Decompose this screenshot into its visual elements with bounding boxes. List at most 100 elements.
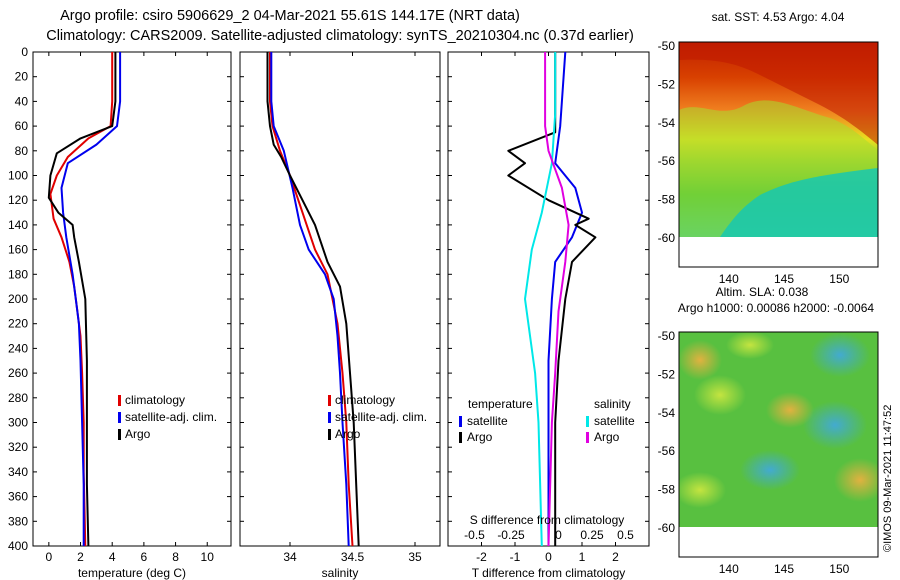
map-axes-sla_map: -50 -52 -54 -56 -58 -60 140 145 150 Altim. SLA: 0…: [658, 285, 875, 576]
series-line-2: [47, 52, 117, 547]
sst-nodata: [679, 237, 878, 267]
y-tick-label: 160: [8, 243, 28, 257]
sla-anomaly: [726, 332, 774, 359]
x2-tick-label: 0.25: [580, 528, 604, 542]
y-tick-label: -60: [658, 231, 676, 245]
y-tick-label: 20: [15, 70, 29, 84]
y-tick-label: -54: [658, 406, 676, 420]
y-tick-label: 100: [8, 169, 28, 183]
legend-label: Argo: [467, 430, 493, 444]
legend-swatch: [459, 416, 462, 427]
plot-frame: [32, 51, 232, 547]
x2-tick-label: 0: [555, 528, 562, 542]
x-tick-label: 140: [719, 272, 739, 286]
y-tick-label: -60: [658, 521, 676, 535]
legend-label: Argo: [335, 427, 361, 441]
legend-label: satellite-adj. clim.: [335, 410, 427, 424]
legend-swatch: [328, 412, 331, 423]
sla-anomaly: [679, 472, 726, 508]
y-tick-label: 320: [8, 440, 28, 454]
x2-tick-label: -0.25: [497, 528, 525, 542]
legend-swatch: [118, 429, 121, 440]
panel-salinity: 34 34.5 35 salinity climatology satellite-adj…: [239, 51, 441, 580]
x-tick-label: 10: [201, 550, 215, 564]
legend-swatch: [118, 412, 121, 423]
x-tick-label: 145: [774, 272, 794, 286]
series-line-2: [524, 52, 557, 547]
sla-anomaly: [679, 340, 722, 380]
x-tick-label: 6: [141, 550, 148, 564]
x-tick-label: 2: [77, 550, 84, 564]
map-title: sat. SST: 4.53 Argo: 4.04: [712, 10, 845, 24]
map-subtitle: Argo h1000: 0.00086 h2000: -0.0064: [678, 301, 874, 315]
y-tick-label: 200: [8, 292, 28, 306]
y-tick-label: 0: [21, 45, 28, 59]
y-tick-label: -52: [658, 367, 676, 381]
map-title: Altim. SLA: 0.038: [716, 285, 809, 299]
x-tick-label: -1: [510, 550, 521, 564]
legend-label: satellite: [594, 414, 635, 428]
series-line-0: [269, 52, 354, 547]
x-tick-label: 140: [719, 562, 739, 576]
sla-anomaly: [740, 450, 800, 490]
x-axis-label: temperature (deg C): [78, 566, 186, 580]
series-line-3: [544, 52, 570, 547]
y-tick-label: -50: [658, 329, 676, 343]
x-axis-label: salinity: [322, 566, 359, 580]
series-line-1: [507, 52, 597, 546]
x-tick-label: 150: [829, 562, 849, 576]
y-tick-label: 280: [8, 391, 28, 405]
y-tick-label: 360: [8, 490, 28, 504]
sst-map: [678, 41, 879, 268]
sst-frame: [678, 41, 879, 268]
legend-label: Argo: [125, 427, 151, 441]
y-tick-label: 80: [15, 144, 29, 158]
legend-swatch: [586, 432, 589, 443]
sla-anomaly: [766, 392, 814, 428]
x-tick-label: 34.5: [341, 550, 365, 564]
x-axis-label: T difference from climatology: [472, 566, 626, 580]
x-tick-label: -2: [476, 550, 487, 564]
y-tick-label: 380: [8, 514, 28, 528]
y-tick-label: -56: [658, 444, 676, 458]
y-tick-label: 60: [15, 119, 29, 133]
y-tick-label: 400: [8, 539, 28, 553]
series-line-1: [60, 52, 122, 546]
sla-map: [678, 331, 879, 558]
y-tick-label: 180: [8, 267, 28, 281]
x-tick-label: 1: [579, 550, 586, 564]
sla-anomaly: [834, 458, 878, 502]
sla-nodata: [679, 527, 878, 557]
y-tick-label: -58: [658, 193, 676, 207]
x-tick-label: 35: [408, 550, 422, 564]
x-tick-label: 145: [774, 562, 794, 576]
x-tick-label: 0: [545, 550, 552, 564]
sla-frame: [678, 331, 879, 558]
y-tick-label: 140: [8, 218, 28, 232]
watermark: ©IMOS 09-Mar-2021 11:47:52: [882, 405, 894, 552]
x2-axis-label: S difference from climatology: [470, 513, 625, 527]
series-line-1: [270, 52, 350, 547]
y-tick-label: 340: [8, 465, 28, 479]
legend-label: satellite-adj. clim.: [125, 410, 217, 424]
y-tick-label: 240: [8, 341, 28, 355]
legend-swatch: [118, 395, 121, 406]
legend-swatch: [328, 395, 331, 406]
y-tick-label: 220: [8, 317, 28, 331]
y-tick-label: 120: [8, 193, 28, 207]
legend-label: climatology: [335, 393, 395, 407]
sst-cool-water: [720, 168, 878, 237]
sla-anomaly: [803, 401, 867, 449]
title-line-1: Argo profile: csiro 5906629_2 04-Mar-202…: [60, 8, 520, 24]
sst-hot-water: [679, 42, 878, 145]
y-tick-label: -54: [658, 116, 676, 130]
y-tick-label: 40: [15, 94, 29, 108]
panel-temperature: 0204060801001201401601802002202402602803…: [8, 45, 232, 580]
y-tick-label: -56: [658, 154, 676, 168]
panel-differences: -2 -1 0 1 2 T difference from climatology temp…: [447, 51, 650, 580]
legend-swatch: [586, 416, 589, 427]
y-tick-label: -52: [658, 77, 676, 91]
x-tick-label: 150: [829, 272, 849, 286]
y-tick-label: -50: [658, 39, 676, 53]
